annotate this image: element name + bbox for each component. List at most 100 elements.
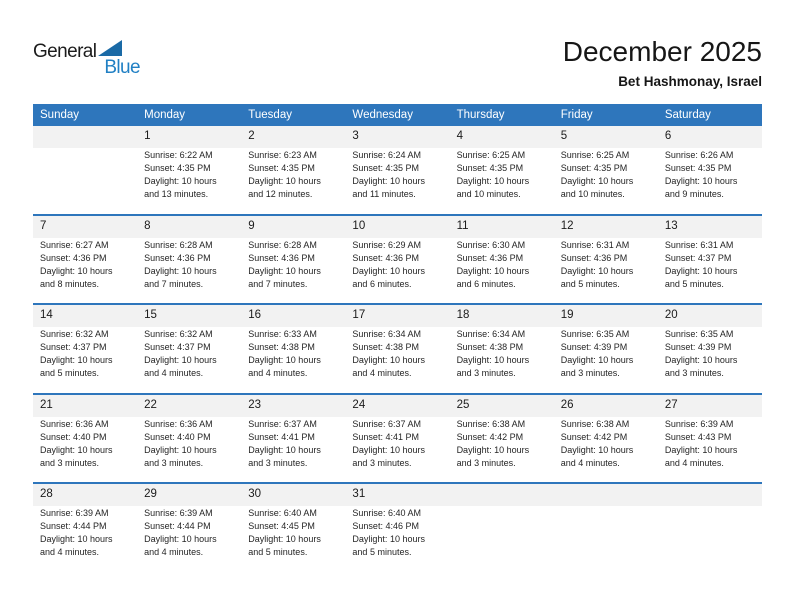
- day-detail-line: and 3 minutes.: [456, 457, 516, 468]
- weekday-header: Saturday: [664, 109, 711, 121]
- day-number: 19: [560, 309, 574, 321]
- day-detail-line: Sunset: 4:46 PM: [352, 521, 419, 531]
- day-number: 15: [144, 309, 157, 321]
- day-number: 17: [352, 309, 366, 321]
- day-detail-line: Daylight: 10 hours: [664, 444, 738, 455]
- day-detail-line: Daylight: 10 hours: [664, 265, 738, 276]
- day-number: 10: [352, 219, 366, 232]
- day-detail-line: Daylight: 10 hours: [40, 444, 113, 455]
- empty-day-cell: [33, 148, 137, 214]
- logo-text-general: General: [33, 41, 97, 62]
- day-detail-line: and 4 minutes.: [40, 547, 100, 557]
- day-detail-line: and 4 minutes.: [144, 547, 204, 557]
- day-detail-line: and 5 minutes.: [40, 368, 100, 378]
- day-detail-line: Sunset: 4:39 PM: [560, 342, 628, 352]
- day-cell: Sunrise: 6:27 AM Sunset: 4:36 PM Daylight:…: [33, 238, 137, 304]
- day-detail-line: Sunset: 4:36 PM: [248, 252, 315, 263]
- day-detail-line: Sunrise: 6:30 AM: [456, 239, 526, 250]
- day-number: 25: [456, 398, 470, 411]
- day-detail-line: and 9 minutes.: [664, 189, 724, 199]
- day-number: 8: [144, 219, 151, 232]
- day-detail-line: Daylight: 10 hours: [352, 534, 425, 544]
- day-detail-line: Daylight: 10 hours: [248, 176, 321, 186]
- day-detail-line: Sunrise: 6:32 AM: [40, 329, 109, 339]
- day-detail-line: Sunrise: 6:37 AM: [248, 418, 317, 429]
- day-detail-line: and 4 minutes.: [664, 457, 724, 468]
- day-detail-line: and 4 minutes.: [248, 368, 308, 378]
- day-detail-line: Sunset: 4:42 PM: [560, 431, 628, 442]
- week-row: 14 15 16 17 18 19 20 Sunrise: 6:32 AM Sunset: 4:…: [33, 303, 762, 393]
- day-cell: Sunrise: 6:35 AM Sunset: 4:39 PM Daylight:…: [658, 327, 762, 393]
- day-details-strip: Sunrise: 6:36 AM Sunset: 4:40 PM Daylight:…: [33, 416, 762, 483]
- day-detail-line: Daylight: 10 hours: [248, 444, 321, 455]
- page-header: General Blue December 2025 Bet Hashmonay…: [33, 36, 762, 98]
- day-number: 20: [664, 309, 678, 321]
- empty-day-cell: [658, 506, 762, 572]
- day-detail-line: Daylight: 10 hours: [352, 444, 425, 455]
- day-cell: Sunrise: 6:31 AM Sunset: 4:36 PM Daylight:…: [554, 238, 658, 304]
- weekday-header: Sunday: [40, 109, 80, 121]
- day-detail-line: and 5 minutes.: [664, 278, 724, 289]
- weekday-header: Tuesday: [248, 109, 292, 121]
- day-detail-line: Sunrise: 6:27 AM: [40, 239, 109, 250]
- day-detail-line: Daylight: 10 hours: [352, 265, 425, 276]
- day-detail-line: Sunset: 4:35 PM: [456, 163, 524, 173]
- day-detail-line: and 12 minutes.: [248, 189, 313, 199]
- day-number-strip: 1 2 3 4 5 6: [33, 126, 762, 148]
- day-cell: Sunrise: 6:29 AM Sunset: 4:36 PM Daylight:…: [345, 238, 449, 304]
- day-detail-line: Sunrise: 6:39 AM: [664, 418, 734, 429]
- day-cell: Sunrise: 6:40 AM Sunset: 4:46 PM Daylight:…: [345, 506, 449, 572]
- day-detail-line: and 3 minutes.: [560, 368, 620, 378]
- weekday-header: Wednesday: [352, 109, 413, 121]
- day-number: 5: [560, 130, 568, 142]
- day-detail-line: and 5 minutes.: [352, 547, 412, 557]
- day-detail-line: and 4 minutes.: [144, 368, 204, 378]
- day-detail-line: and 7 minutes.: [248, 278, 308, 289]
- day-detail-line: Sunrise: 6:39 AM: [144, 508, 213, 518]
- day-number: 14: [40, 309, 53, 321]
- day-detail-line: and 8 minutes.: [40, 278, 100, 289]
- day-cell: Sunrise: 6:26 AM Sunset: 4:35 PM Daylight:…: [658, 148, 762, 214]
- day-detail-line: Sunset: 4:36 PM: [40, 252, 107, 263]
- day-detail-line: and 6 minutes.: [352, 278, 412, 289]
- day-detail-line: Sunset: 4:36 PM: [560, 252, 628, 263]
- day-detail-line: Daylight: 10 hours: [144, 355, 217, 365]
- day-detail-line: Sunset: 4:35 PM: [560, 163, 628, 173]
- day-detail-line: and 5 minutes.: [560, 278, 620, 289]
- day-cell: Sunrise: 6:40 AM Sunset: 4:45 PM Daylight:…: [241, 506, 345, 572]
- day-detail-line: Sunrise: 6:36 AM: [144, 418, 213, 429]
- day-cell: Sunrise: 6:33 AM Sunset: 4:38 PM Daylight:…: [241, 327, 345, 393]
- day-detail-line: Daylight: 10 hours: [560, 355, 634, 365]
- day-detail-line: Sunset: 4:36 PM: [352, 252, 419, 263]
- day-detail-line: Sunrise: 6:37 AM: [352, 418, 421, 429]
- day-number: 29: [144, 488, 157, 500]
- day-cell: Sunrise: 6:34 AM Sunset: 4:38 PM Daylight:…: [450, 327, 554, 393]
- day-detail-line: and 13 minutes.: [144, 189, 209, 199]
- day-detail-line: Daylight: 10 hours: [352, 355, 425, 365]
- weekday-header: Monday: [144, 109, 186, 121]
- day-detail-line: Sunset: 4:36 PM: [456, 252, 524, 263]
- day-detail-line: and 3 minutes.: [352, 457, 412, 468]
- weekday-header: Thursday: [456, 109, 505, 121]
- day-detail-line: Sunset: 4:38 PM: [248, 342, 315, 352]
- empty-day-number: [450, 484, 554, 506]
- day-cell: Sunrise: 6:38 AM Sunset: 4:42 PM Daylight:…: [554, 417, 658, 483]
- day-detail-line: Sunset: 4:40 PM: [144, 431, 211, 442]
- day-detail-line: Daylight: 10 hours: [40, 534, 113, 544]
- day-details-strip: Sunrise: 6:32 AM Sunset: 4:37 PM Daylight:…: [33, 327, 762, 393]
- day-detail-line: and 3 minutes.: [248, 457, 308, 468]
- day-detail-line: Sunset: 4:35 PM: [352, 163, 419, 173]
- day-detail-line: Daylight: 10 hours: [456, 265, 530, 276]
- day-cell: Sunrise: 6:25 AM Sunset: 4:35 PM Daylight:…: [554, 148, 658, 214]
- day-number-strip: 7 8 9 10 11 12 13: [33, 215, 762, 238]
- day-cell: Sunrise: 6:32 AM Sunset: 4:37 PM Daylight:…: [137, 327, 241, 393]
- empty-day-cell: [554, 506, 658, 572]
- day-detail-line: Daylight: 10 hours: [352, 176, 425, 186]
- day-number: 26: [560, 398, 574, 411]
- day-number: 9: [248, 219, 255, 232]
- day-detail-line: Daylight: 10 hours: [664, 176, 738, 186]
- empty-day-cell: [450, 506, 554, 572]
- day-detail-line: Sunrise: 6:40 AM: [248, 508, 317, 518]
- day-detail-line: Sunset: 4:38 PM: [456, 342, 524, 352]
- day-cell: Sunrise: 6:25 AM Sunset: 4:35 PM Daylight:…: [450, 148, 554, 214]
